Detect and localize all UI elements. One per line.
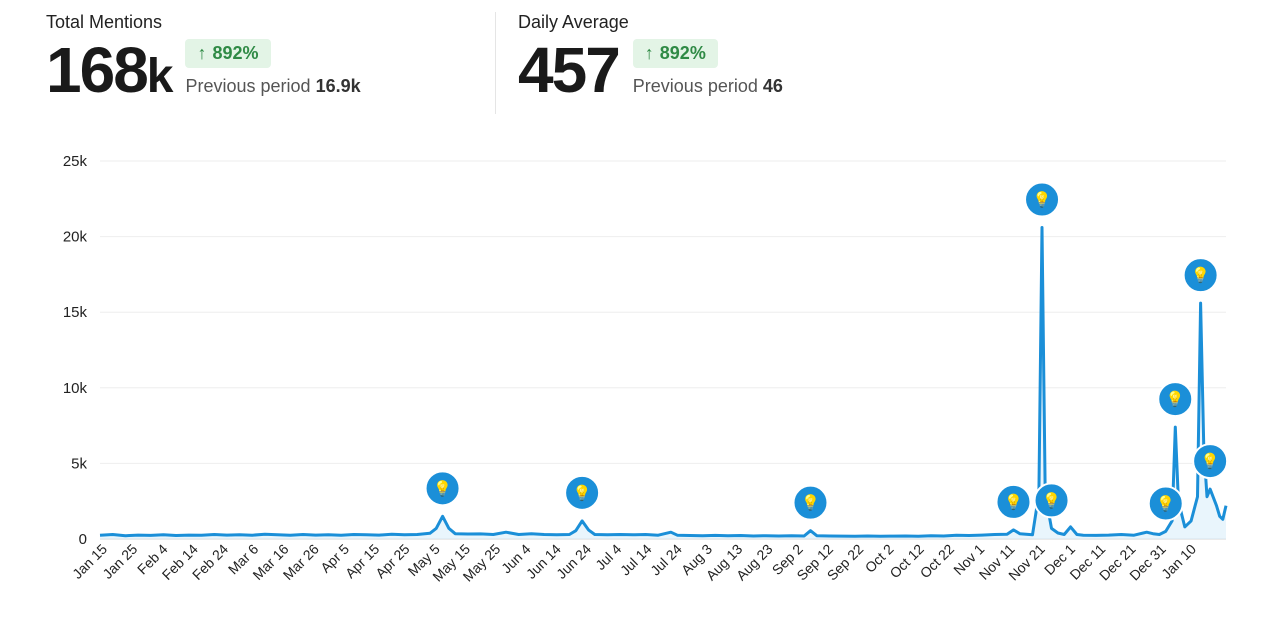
lightbulb-icon-glyph: 💡	[1004, 493, 1023, 511]
kpi-divider	[495, 12, 496, 114]
x-tick-label: Jul 14	[617, 541, 655, 579]
lightbulb-icon	[564, 474, 601, 511]
kpi-title: Total Mentions	[46, 12, 163, 32]
lightbulb-icon	[424, 470, 461, 507]
previous-period: Previous period 16.9k	[185, 76, 361, 96]
y-tick-label: 5k	[71, 455, 87, 472]
x-tick-label: Jan 10	[1158, 541, 1199, 582]
x-tick-label: Jan 25	[99, 541, 140, 582]
change-value: 892%	[212, 43, 259, 63]
lightbulb-icon-glyph: 💡	[1042, 491, 1061, 509]
arrow-up-icon: ↑	[197, 43, 207, 63]
lightbulb-icon-glyph: 💡	[1156, 494, 1175, 512]
x-tick-label: Oct 22	[917, 541, 958, 582]
previous-period-value: 16.9k	[315, 76, 361, 96]
kpi-value: 457	[518, 34, 621, 106]
x-tick-label: Jul 24	[647, 541, 685, 579]
previous-period-value: 46	[762, 76, 783, 96]
lightbulb-icon	[1024, 181, 1061, 218]
change-value: 892%	[659, 43, 706, 63]
lightbulb-icon	[1033, 482, 1070, 519]
lightbulb-icon-glyph: 💡	[573, 484, 592, 502]
kpi-daily-average: Daily Average 457 ↑ 892% Previous period…	[518, 12, 783, 112]
series-line	[99, 226, 1228, 538]
x-tick-label: Jun 24	[553, 541, 594, 582]
change-badge: ↑ 892%	[632, 39, 718, 68]
arrow-up-icon: ↑	[644, 43, 654, 63]
lightbulb-icon	[1182, 257, 1219, 294]
kpi-title: Daily Average	[518, 12, 629, 32]
lightbulb-icon-glyph: 💡	[1033, 191, 1052, 209]
lightbulb-icon	[1157, 381, 1194, 418]
lightbulb-icon-glyph: 💡	[801, 494, 820, 512]
previous-period: Previous period 46	[632, 76, 783, 96]
kpi-total-mentions: Total Mentions 168k ↑ 892% Previous peri…	[46, 12, 361, 112]
y-tick-label: 15k	[63, 304, 88, 321]
lightbulb-icon-glyph: 💡	[1166, 390, 1185, 408]
lightbulb-icon-glyph: 💡	[1201, 452, 1220, 470]
lightbulb-icon	[792, 484, 829, 521]
kpi-value: 168k	[46, 34, 174, 106]
lightbulb-icon-glyph: 💡	[433, 479, 452, 497]
x-tick-label: Apr 25	[372, 541, 413, 582]
y-tick-label: 20k	[63, 229, 88, 246]
change-badge: ↑ 892%	[185, 39, 271, 68]
y-tick-label: 25k	[63, 153, 88, 170]
kpi-unit: k	[146, 50, 174, 103]
lightbulb-icon	[1147, 485, 1184, 522]
lightbulb-icon	[1192, 443, 1229, 480]
lightbulb-icon	[995, 483, 1032, 520]
y-tick-label: 10k	[63, 380, 88, 397]
y-tick-label: 0	[79, 531, 87, 548]
lightbulb-icon-glyph: 💡	[1191, 266, 1210, 284]
